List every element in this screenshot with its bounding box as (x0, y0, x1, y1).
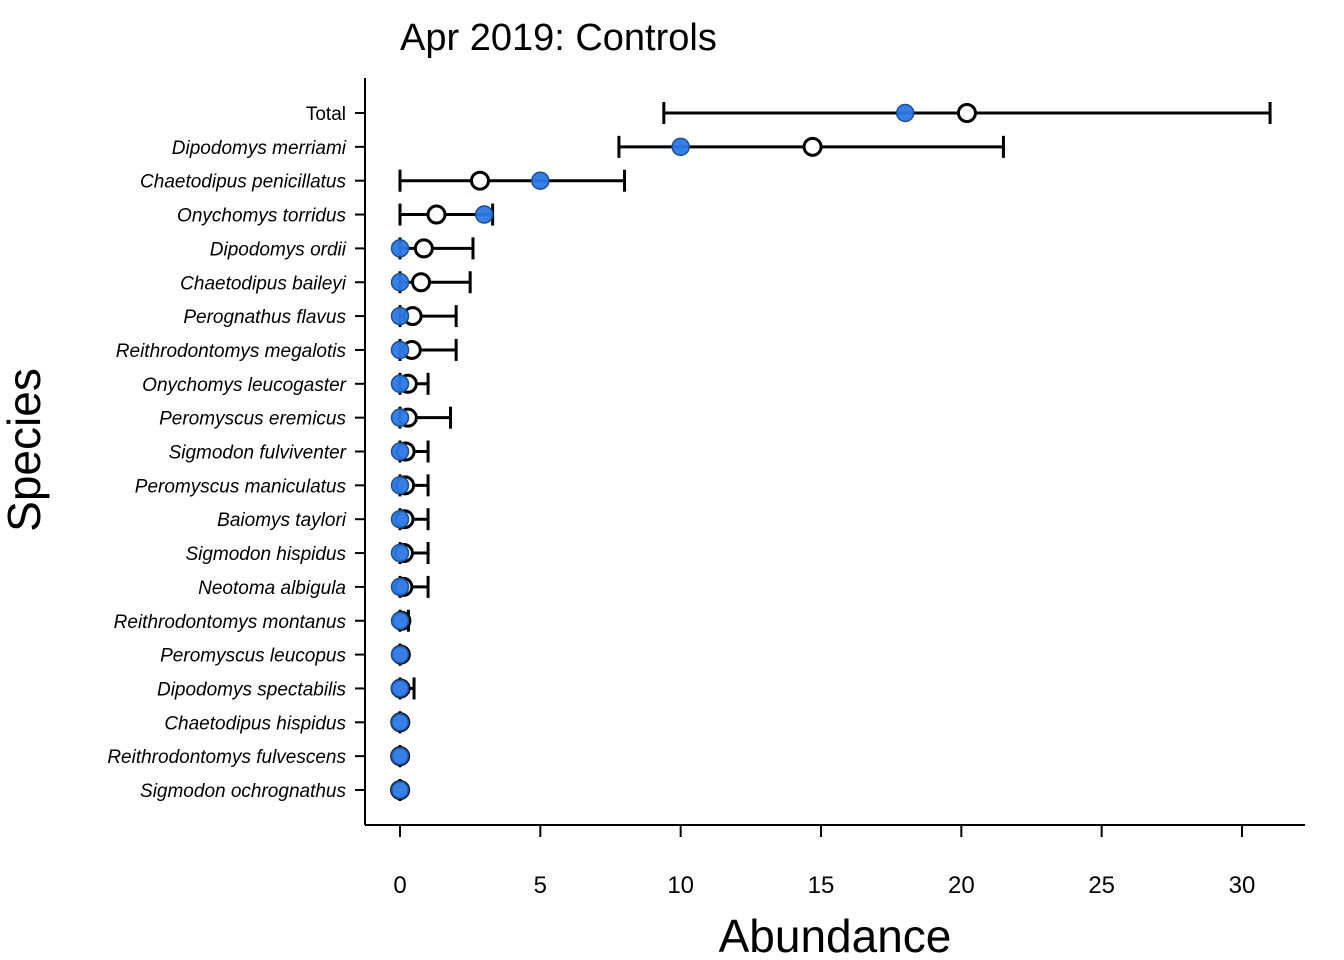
expected-point (413, 238, 434, 259)
species-row (390, 406, 453, 429)
observed-point (390, 374, 410, 394)
category-label: Chaetodipus hispidus (164, 713, 346, 734)
category-label: Sigmodon ochrognathus (140, 781, 346, 802)
expected-point (802, 136, 823, 157)
category-label: Chaetodipus baileyi (180, 273, 347, 294)
observed-point (671, 137, 690, 157)
species-row (390, 474, 430, 497)
species-row (390, 440, 430, 463)
x-tick-label: 5 (534, 872, 547, 899)
species-row (390, 745, 411, 768)
species-row (390, 338, 458, 361)
species-row (390, 575, 430, 598)
species-row (390, 779, 411, 801)
x-ticks: 0 5 10 15 20 25 30 (393, 825, 1255, 899)
x-tick-label: 0 (393, 872, 406, 899)
category-label: Sigmodon fulviventer (169, 443, 347, 464)
category-label: Onychomys torridus (177, 206, 346, 227)
expected-point (426, 204, 447, 225)
y-axis-title: Species (0, 368, 50, 532)
species-row (390, 609, 412, 632)
observed-point (390, 577, 410, 597)
observed-point (390, 340, 410, 360)
x-axis-title: Abundance (719, 910, 952, 960)
observed-point (390, 645, 410, 664)
observed-point (390, 408, 410, 427)
observed-point (390, 273, 410, 292)
category-label: Dipodomys ordii (210, 239, 347, 260)
category-label: Sigmodon hispidus (185, 544, 346, 565)
data-marks (390, 102, 1272, 801)
observed-point (390, 611, 410, 630)
category-label: Reithrodontomys megalotis (116, 341, 347, 362)
observed-point (390, 679, 410, 698)
species-row (390, 677, 416, 700)
category-label: Peromyscus leucopus (160, 646, 346, 667)
category-label: Dipodomys merriami (172, 138, 347, 159)
observed-point (531, 171, 550, 190)
observed-point (390, 306, 410, 326)
category-label: Baiomys taylori (217, 510, 347, 531)
x-tick-label: 15 (808, 872, 835, 899)
observed-point (390, 239, 410, 258)
category-label: Chaetodipus penicillatus (140, 172, 346, 193)
species-row (398, 203, 495, 226)
species-row (662, 102, 1272, 124)
observed-point (390, 442, 410, 461)
species-row (390, 643, 411, 666)
category-label: Total (306, 104, 346, 125)
species-row (390, 237, 475, 260)
expected-point (411, 272, 432, 293)
category-label: Dipodomys spectabilis (157, 679, 347, 700)
expected-point (469, 170, 490, 191)
species-row (390, 305, 458, 328)
observed-point (390, 713, 410, 732)
chart-title: Apr 2019: Controls (400, 17, 717, 59)
category-label: Peromyscus maniculatus (135, 476, 347, 497)
x-tick-label: 30 (1229, 872, 1256, 899)
x-tick-label: 25 (1088, 872, 1115, 899)
species-row (390, 711, 411, 734)
expected-point (956, 103, 977, 123)
category-label: Perognathus flavus (183, 307, 346, 328)
species-row (390, 271, 472, 294)
species-row (398, 169, 627, 192)
species-row (390, 508, 430, 531)
category-labels: Total Dipodomys merriami Chaetodipus penic… (107, 104, 365, 802)
observed-point (474, 205, 494, 224)
x-tick-label: 10 (667, 872, 694, 899)
category-label: Onychomys leucogaster (142, 375, 346, 396)
observed-point (390, 476, 410, 495)
species-row (390, 372, 430, 395)
observed-point (390, 543, 410, 563)
category-label: Peromyscus eremicus (159, 409, 346, 430)
category-label: Neotoma albigula (198, 578, 346, 599)
observed-point (390, 780, 410, 800)
species-row (617, 135, 1005, 158)
axes (364, 78, 1305, 826)
species-row (390, 542, 430, 565)
x-tick-label: 20 (948, 872, 975, 899)
observed-point (390, 746, 410, 766)
category-label: Reithrodontomys fulvescens (107, 747, 346, 768)
category-label: Reithrodontomys montanus (114, 612, 347, 633)
observed-point (895, 103, 915, 123)
observed-point (390, 509, 410, 529)
